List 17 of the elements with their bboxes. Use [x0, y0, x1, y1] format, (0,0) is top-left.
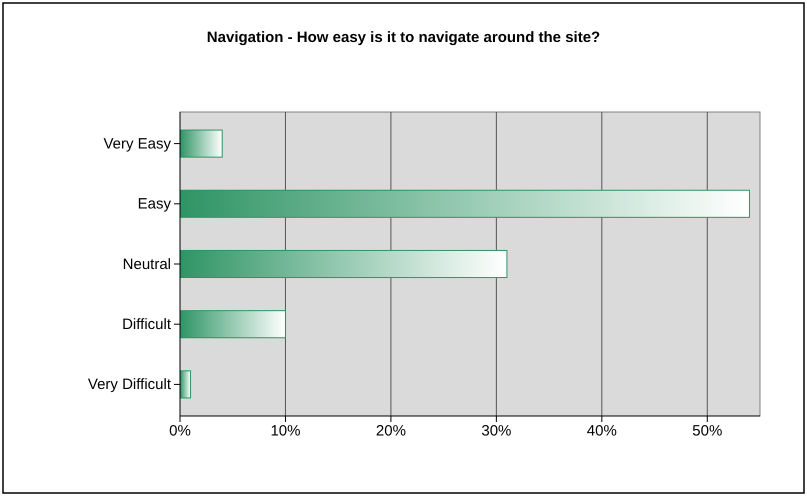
x-tick-label: 20% [376, 422, 406, 440]
y-tick-label: Neutral [122, 256, 171, 273]
y-tick-label: Difficult [122, 316, 172, 333]
chart-title: Navigation - How easy is it to navigate around the site? [206, 29, 600, 46]
x-tick-label: 30% [481, 422, 512, 440]
x-tick-label: 10% [270, 422, 300, 440]
y-tick-label: Easy [138, 196, 172, 213]
x-tick-label: 40% [586, 422, 617, 440]
x-tick-label: 0% [169, 422, 191, 440]
x-tick-label: 50% [692, 422, 722, 440]
bar [180, 190, 750, 218]
y-tick-label: Very Difficult [88, 376, 172, 394]
bar [180, 310, 286, 338]
bar [180, 130, 223, 158]
bar [180, 250, 508, 278]
bar [180, 370, 192, 398]
y-tick-label: Very Easy [103, 135, 172, 152]
